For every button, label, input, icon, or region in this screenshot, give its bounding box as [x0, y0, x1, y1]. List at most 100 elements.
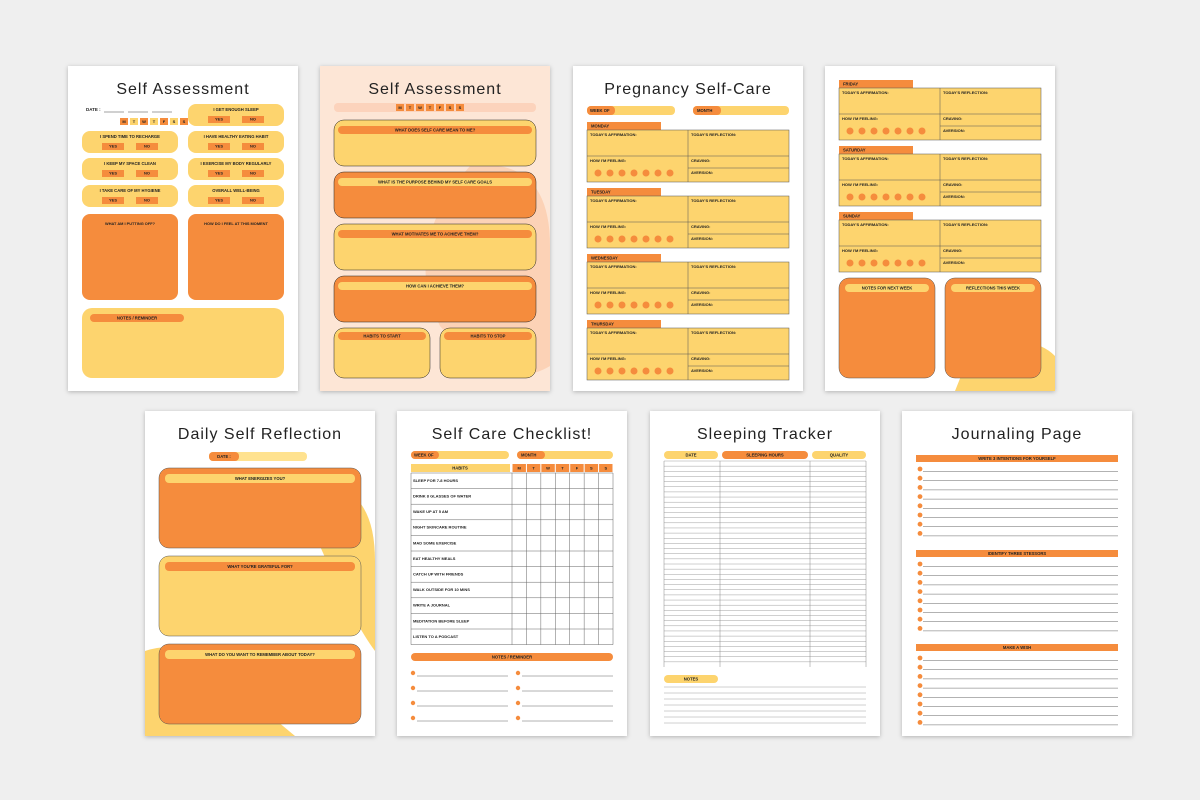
printable-page: Daily Self Reflection DATE : WHAT ENERGIZE… — [145, 411, 375, 736]
bullet — [917, 674, 923, 679]
mood-face — [642, 169, 650, 177]
label: HABITS TO START — [363, 333, 401, 338]
label: M — [398, 105, 402, 110]
label: WEDNESDAY — [591, 255, 618, 260]
mood-face — [666, 169, 674, 177]
bullet — [917, 683, 923, 688]
page-sheet — [902, 411, 1132, 736]
mood-face — [906, 259, 914, 267]
bullet — [917, 626, 923, 631]
label: I GET ENOUGH SLEEP — [213, 107, 259, 112]
label: W — [418, 105, 422, 110]
label-pill — [444, 332, 532, 340]
label: MONDAY — [591, 123, 609, 128]
mood-face — [606, 235, 614, 243]
label: SUNDAY — [843, 213, 861, 218]
mood-face — [870, 127, 878, 135]
yes-box — [208, 170, 230, 177]
label: AVERSION: — [943, 260, 965, 265]
column-header — [722, 451, 808, 459]
no-box — [242, 143, 264, 150]
day-box — [180, 118, 188, 125]
label: WEEK OF — [590, 108, 610, 113]
label: WALK OUTSIDE FOR 10 MINS — [413, 587, 470, 592]
bullet — [410, 685, 416, 691]
label: CRAVING: — [691, 356, 710, 361]
label: S — [590, 465, 593, 470]
label: F — [439, 105, 442, 110]
day-box — [170, 118, 178, 125]
label: TODAY'S AFFIRMATION: — [590, 330, 637, 335]
label: DRINK 8 GLASSES OF WATER — [413, 493, 471, 498]
label: NO — [250, 198, 256, 203]
mood-face — [630, 367, 638, 375]
label: CRAVING: — [691, 158, 710, 163]
label: NO — [144, 144, 150, 149]
label: AVERSION: — [943, 194, 965, 199]
label: M — [122, 119, 126, 124]
label: WRITE 3 INTENTIONS FOR YOURSELF — [978, 456, 1056, 461]
day-tab — [587, 188, 661, 196]
label: HOW I'M FEELING: — [590, 356, 626, 361]
mood-face — [906, 193, 914, 201]
label: HOW I'M FEELING: — [590, 290, 626, 295]
mood-face — [666, 235, 674, 243]
label: CATCH UP WITH FRIENDS — [413, 571, 464, 576]
label-pill — [411, 653, 613, 661]
label-pill — [165, 474, 355, 483]
mood-face — [858, 127, 866, 135]
label: MONTH — [697, 108, 712, 113]
bullet — [917, 531, 923, 536]
label: YES — [215, 198, 223, 203]
label: LISTEN TO A PODCAST — [413, 634, 459, 639]
bullet — [917, 580, 923, 585]
label: TODAY'S AFFIRMATION: — [590, 198, 637, 203]
label-pill — [165, 562, 355, 571]
label: HOW I'M FEELING: — [590, 158, 626, 163]
label: NOTES — [684, 676, 699, 681]
mood-face — [918, 193, 926, 201]
bullet — [917, 664, 923, 670]
label-pill — [209, 452, 239, 461]
bullet — [917, 561, 923, 567]
bullet — [917, 466, 923, 472]
no-box — [242, 116, 264, 123]
section-bar — [916, 550, 1118, 557]
mood-face — [630, 235, 638, 243]
day-box — [150, 118, 158, 125]
label: TUESDAY — [591, 189, 611, 194]
day-tab — [839, 212, 913, 220]
page-title: Daily Self Reflection — [178, 426, 342, 443]
label-pill — [338, 230, 532, 238]
label: AVERSION: — [691, 368, 713, 373]
label: NO — [250, 117, 256, 122]
mood-face — [618, 367, 626, 375]
printable-page: Self Assessment DATE : M T W T F S S I SPEND TIME… — [68, 66, 298, 391]
column-header — [812, 451, 866, 459]
page-title: Self Assessment — [368, 81, 501, 98]
mood-face — [870, 193, 878, 201]
label-pill — [664, 675, 718, 683]
section-bar — [916, 455, 1118, 462]
label: NOTES / REMINDER — [492, 654, 532, 659]
label: AVERSION: — [943, 128, 965, 133]
bullet — [917, 570, 923, 576]
writing-box — [82, 214, 178, 300]
label: HOW I'M FEELING: — [842, 182, 878, 187]
mood-face — [918, 259, 926, 267]
mood-face — [594, 235, 602, 243]
label: EAT HEALTHY MEALS — [413, 556, 456, 561]
bullet — [917, 616, 923, 622]
page-title: Pregnancy Self-Care — [604, 81, 772, 98]
bullet — [917, 655, 923, 661]
label: SLEEPING HOURS — [746, 452, 784, 457]
page-sheet — [650, 411, 880, 736]
mood-face — [618, 301, 626, 309]
label: I KEEP MY SPACE CLEAN — [104, 161, 156, 166]
label: NIGHT SKINCARE ROUTINE — [413, 525, 467, 530]
label: WHAT YOU'RE GRATEFUL FOR? — [227, 564, 293, 569]
label-pill — [517, 451, 545, 459]
mood-face — [846, 193, 854, 201]
